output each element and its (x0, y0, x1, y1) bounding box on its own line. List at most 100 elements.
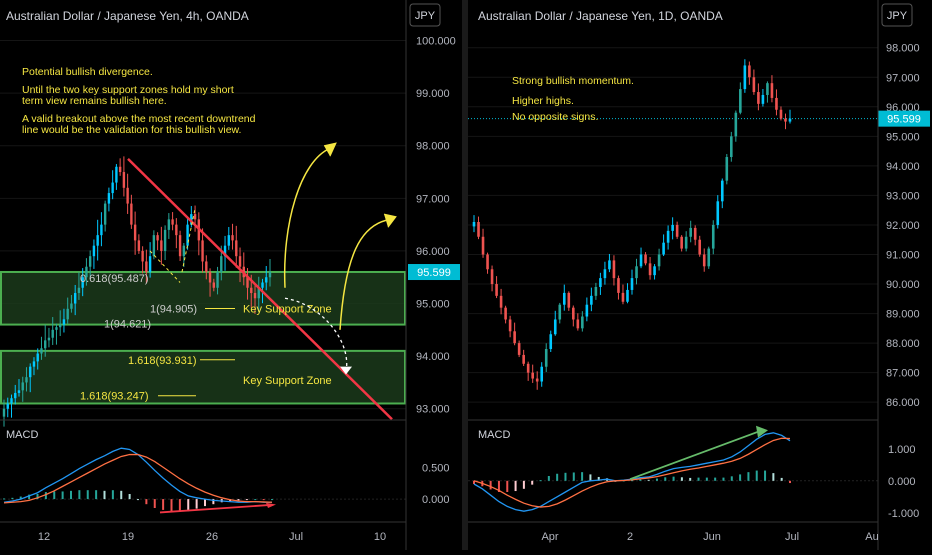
macd-histogram-bar (631, 480, 633, 482)
macd-histogram-bar (772, 473, 775, 481)
right-price-axis[interactable]: 86.000 87.000 88.000 89.000 90.000 91.000 92.0… (886, 43, 920, 409)
macd-histogram-bar (153, 499, 156, 508)
macd-histogram-bar (78, 490, 81, 500)
right-chart-svg[interactable]: Strong bullish momentum. Higher highs. N… (468, 0, 932, 550)
candle-body (608, 260, 611, 270)
price-tick-label: 98.000 (886, 43, 920, 55)
candle-body (21, 382, 24, 391)
candle-body (671, 224, 674, 231)
support-zone-1[interactable] (0, 270, 406, 326)
candle-body (51, 329, 54, 338)
macd-histogram-bar (53, 491, 56, 500)
macd-histogram-bar (714, 477, 717, 481)
macd-tick-label: 0.500 (422, 462, 450, 474)
candle-body (585, 304, 589, 317)
candle-body (81, 277, 84, 288)
price-tick-label: 100.000 (416, 36, 456, 48)
candle-body (160, 240, 163, 251)
candle-body (779, 109, 783, 119)
macd-histogram-bar (755, 470, 758, 481)
macd-histogram-bar (137, 499, 139, 501)
fib-label-1618-b: 1.618(93.247) (80, 391, 149, 403)
right-macd-pane (468, 425, 878, 512)
fib-label-1-b: 1(94.621) (104, 318, 151, 330)
candle-body (711, 224, 715, 249)
fib-label-0618: 0.618(95.487) (80, 273, 149, 285)
candle-body (567, 292, 571, 308)
left-currency-label: JPY (415, 10, 436, 22)
right-price-tag: 95.599 (878, 110, 930, 127)
left-currency-button[interactable]: JPY (409, 3, 441, 27)
note-line-4: A valid breakout above the most recent d… (22, 113, 256, 125)
candle-body (238, 256, 242, 267)
candle-body (572, 307, 575, 320)
candle-body (603, 269, 607, 279)
candle-body (73, 293, 77, 304)
candle-body (70, 303, 73, 309)
macd-histogram-bar (271, 499, 273, 501)
macd-histogram-bar (262, 499, 265, 501)
note-line-3: term view remains bullish here. (22, 95, 167, 107)
macd-histogram-bar (539, 480, 542, 482)
fib-label-1-a: 1(94.905) (150, 304, 197, 316)
price-tick-label: 87.000 (886, 368, 920, 380)
note-line-2: Higher highs. (512, 95, 574, 107)
macd-histogram-bar (572, 472, 575, 481)
candle-body (635, 266, 638, 279)
candle-body (558, 304, 562, 320)
candle-body (167, 219, 171, 230)
candle-body (216, 271, 219, 288)
right-currency-label: JPY (887, 10, 908, 22)
candle-body (553, 319, 557, 335)
candle-body (775, 97, 778, 110)
price-tick-label: 89.000 (886, 309, 920, 321)
time-tick-label: Jul (289, 531, 303, 543)
macd-histogram-bar (120, 490, 123, 500)
support-zone-2[interactable] (0, 349, 406, 405)
downtrend-line[interactable] (127, 157, 393, 421)
candle-body (540, 366, 544, 382)
macd-histogram-bar (111, 490, 114, 500)
time-tick-label: Jul (785, 531, 799, 543)
macd-histogram-bar (556, 473, 559, 481)
macd-histogram-bar (597, 476, 600, 481)
left-time-axis[interactable]: 12 19 26 Jul 10 (38, 531, 386, 543)
candle-body (231, 235, 234, 241)
candle-body (653, 266, 656, 276)
left-chart-title: Australian Dollar / Japanese Yen, 4h, OA… (6, 9, 249, 23)
right-time-axis[interactable]: Apr 2 Jun Jul Au (541, 531, 878, 543)
right-chart-title: Australian Dollar / Japanese Yen, 1D, OA… (478, 9, 723, 23)
candle-body (205, 261, 208, 272)
macd-histogram-bar (531, 480, 534, 485)
candle-body (253, 293, 257, 299)
signal-line (473, 437, 791, 508)
price-tick-label: 95.000 (416, 299, 450, 311)
time-tick-label: 19 (122, 531, 134, 543)
price-tick-label: 94.000 (416, 351, 450, 363)
left-chart-svg[interactable]: 0.618(95.487) 1(94.905) 1(94.621) 1.618(… (0, 0, 462, 550)
macd-histogram-bar (689, 477, 692, 481)
candle-body (235, 240, 238, 257)
candle-body (36, 353, 39, 362)
candle-body (590, 295, 593, 305)
note-line-2: Until the two key support zones hold my … (22, 84, 234, 96)
candle-body (10, 398, 13, 404)
macd-histogram-bar (747, 472, 750, 481)
candle-body (92, 245, 96, 257)
candle-body (212, 282, 216, 288)
macd-histogram-bar (86, 490, 89, 500)
macd-histogram-bar (722, 477, 725, 481)
candle-body (730, 136, 733, 158)
right-chart-panel[interactable]: Strong bullish momentum. Higher highs. N… (468, 0, 932, 550)
left-chart-panel[interactable]: 0.618(95.487) 1(94.905) 1(94.621) 1.618(… (0, 0, 462, 550)
bullish-arrow-2 (339, 218, 391, 330)
candle-body (617, 278, 620, 293)
macd-tick-label: -1.000 (888, 508, 919, 520)
arrowhead (340, 366, 352, 375)
arrowhead (756, 425, 768, 438)
macd-histogram-bar (672, 476, 675, 481)
fib-dashed (149, 250, 181, 283)
macd-histogram-bar (647, 479, 650, 481)
left-price-axis[interactable]: 93.000 94.000 95.000 96.000 97.000 98.000 99.0… (416, 36, 456, 416)
right-currency-button[interactable]: JPY (881, 3, 913, 27)
